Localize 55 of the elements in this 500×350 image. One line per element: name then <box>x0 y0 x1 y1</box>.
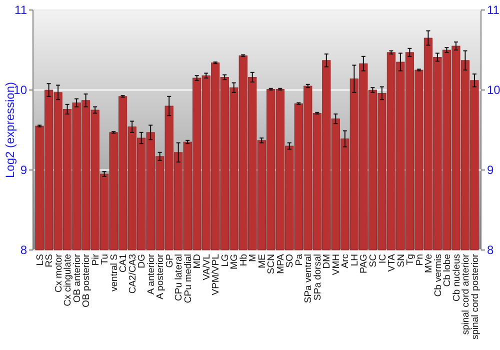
x-tick-label: ventral S <box>108 254 120 292</box>
x-tick-label: M <box>248 254 259 262</box>
x-tick-label: SCN <box>266 254 278 274</box>
y-tick-label: 8 <box>20 243 28 258</box>
x-tick-label: SPa ventral <box>303 254 314 304</box>
x-tick-label: Cx motor <box>53 254 64 293</box>
y-tick-label: 9 <box>20 163 28 178</box>
x-tick-label: Cb lobe <box>442 254 454 287</box>
x-tick-label: LG <box>220 254 231 267</box>
x-tick-label: SN <box>396 254 407 268</box>
x-tick-label: OB anterior <box>72 254 83 303</box>
y2-tick-label: 9 <box>487 163 494 178</box>
x-tick-label: GP <box>164 254 176 268</box>
x-tick-label: Cb vermis <box>432 254 444 297</box>
x-tick-label: LS <box>34 254 46 266</box>
x-tick-label: spinal cord posterior <box>470 254 481 340</box>
x-tick-label: Cx cingulate <box>62 254 74 306</box>
x-tick-label: CA2/CA3 <box>127 254 138 294</box>
x-tick-label: spinal cord anterior <box>460 254 472 335</box>
x-tick-label: IC <box>377 254 388 264</box>
x-tick-label: RS <box>44 254 56 268</box>
x-tick-label: OB posterior <box>81 254 92 308</box>
x-tick-label: VPM/VPL <box>210 254 222 296</box>
x-tick-label: Pn <box>414 254 426 266</box>
x-tick-label: ME <box>256 254 268 268</box>
x-tick-label: MD <box>192 254 204 269</box>
x-tick-label: CPu lateral <box>174 254 185 301</box>
x-tick-label: SPa dorsal <box>312 254 324 300</box>
y2-tick-label: 10 <box>487 83 500 98</box>
x-tick-label: DM <box>322 254 333 269</box>
x-tick-label: CA1 <box>118 254 130 272</box>
x-tick-label: Pir <box>90 254 102 266</box>
y2-tick-label: 8 <box>487 243 494 258</box>
x-tick-label: SC <box>368 254 379 268</box>
x-tick-label: CPu medial <box>182 254 194 304</box>
x-tick-label: Hb <box>238 254 250 266</box>
x-tick-label: DG <box>136 254 148 268</box>
y-tick-label: 11 <box>14 3 28 18</box>
x-tick-label: VTA <box>386 253 398 272</box>
x-tick-label: LH <box>349 254 360 266</box>
x-tick-label: MPA <box>275 253 286 274</box>
x-tick-label: SO <box>284 254 296 268</box>
x-tick-label: MG <box>229 254 240 270</box>
x-tick-label: Tg <box>405 254 416 266</box>
x-tick-label: Cb nucleus <box>451 254 462 302</box>
x-tick-label: PAG <box>358 254 370 274</box>
x-tick-label: VA/VL <box>201 254 212 280</box>
x-tick-label: Arc <box>340 254 352 268</box>
x-tick-label: A anterior <box>146 254 157 295</box>
x-tick-label: Pa <box>294 253 305 266</box>
x-tick-label: MVe <box>424 254 435 274</box>
y2-tick-label: 11 <box>487 3 500 18</box>
x-tick-label: A posterior <box>155 254 166 300</box>
x-tick-label: VMH <box>330 254 342 276</box>
x-tick-label: Tu <box>100 254 111 265</box>
